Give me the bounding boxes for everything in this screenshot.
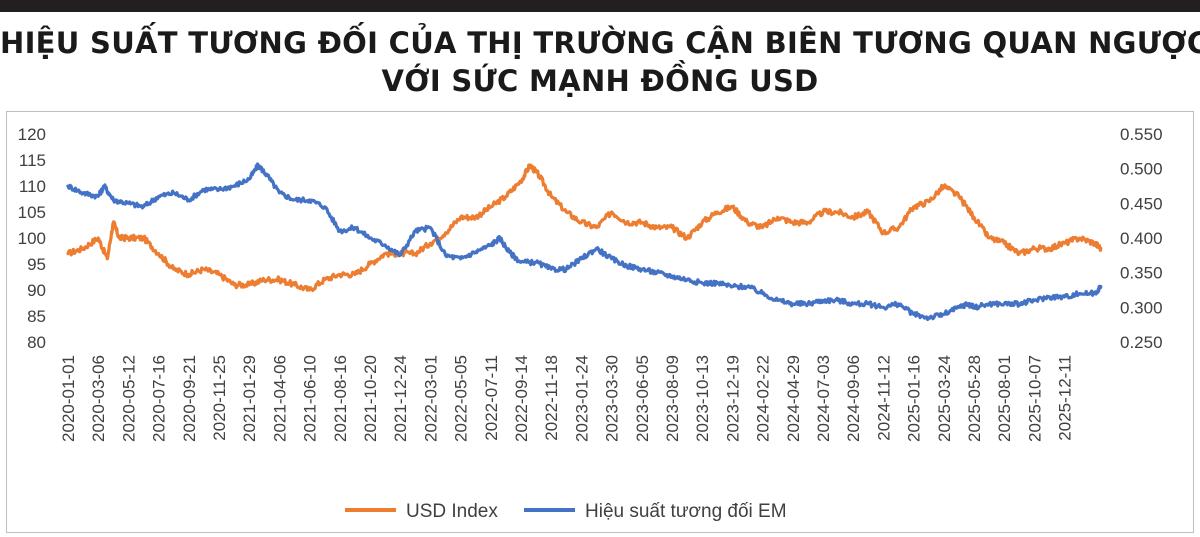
legend-em-relative-performance-label: Hiệu suất tương đối EM <box>585 501 787 522</box>
x-tick-label: 2022-03-01 <box>421 355 440 442</box>
x-tick-label: 2023-06-05 <box>633 355 652 442</box>
x-tick-label: 2025-01-16 <box>905 355 924 442</box>
x-tick-label: 2024-09-06 <box>844 355 863 442</box>
y-left-tick-label: 120 <box>18 125 46 144</box>
series-lines <box>66 162 1103 322</box>
x-tick-label: 2022-11-18 <box>542 355 561 441</box>
x-tick-label: 2023-08-09 <box>663 355 682 442</box>
usd-index-line <box>66 163 1103 292</box>
y-left-tick-label: 95 <box>27 255 46 274</box>
y-left-axis: 120 115 110 105 100 95 90 85 80 <box>18 125 46 352</box>
x-tick-label: 2020-03-06 <box>89 355 108 442</box>
x-tick-label: 2021-06-10 <box>301 355 320 442</box>
x-tick-label: 2020-11-25 <box>210 355 229 441</box>
y-left-tick-label: 85 <box>27 307 46 326</box>
top-bar <box>0 0 1200 12</box>
x-tick-label: 2025-05-28 <box>965 355 984 442</box>
y-left-tick-label: 110 <box>19 177 46 196</box>
x-tick-label: 2025-08-01 <box>995 355 1014 442</box>
y-left-tick-label: 105 <box>18 203 46 222</box>
y-right-tick-label: 0.350 <box>1120 264 1163 283</box>
y-right-tick-label: 0.550 <box>1120 125 1163 144</box>
x-tick-label: 2020-07-16 <box>150 355 169 442</box>
x-tick-label: 2021-04-06 <box>270 355 289 442</box>
x-tick-label: 2020-01-01 <box>59 355 78 442</box>
y-right-tick-label: 0.500 <box>1120 160 1163 179</box>
y-left-tick-label: 100 <box>18 229 46 248</box>
chart-title: HIỆU SUẤT TƯƠNG ĐỐI CỦA THỊ TRƯỜNG CẬN B… <box>0 24 1200 100</box>
legend: USD Index Hiệu suất tương đối EM <box>345 501 787 522</box>
y-right-tick-label: 0.250 <box>1120 333 1163 352</box>
chart-title-line-1: HIỆU SUẤT TƯƠNG ĐỐI CỦA THỊ TRƯỜNG CẬN B… <box>0 26 1200 60</box>
x-tick-label: 2025-12-11 <box>1056 355 1075 441</box>
x-tick-label: 2021-10-20 <box>361 355 380 442</box>
y-left-tick-label: 90 <box>27 281 46 300</box>
legend-usd-index-label: USD Index <box>406 501 498 522</box>
y-right-tick-label: 0.300 <box>1120 298 1163 317</box>
x-tick-label: 2023-10-13 <box>693 355 712 442</box>
em-relative-performance-line <box>66 162 1103 322</box>
x-tick-label: 2021-08-16 <box>331 355 350 442</box>
x-tick-label: 2022-07-11 <box>482 355 501 441</box>
x-tick-label: 2020-09-21 <box>180 355 199 442</box>
y-right-axis: 0.550 0.500 0.450 0.400 0.350 0.300 0.250 <box>1120 125 1163 352</box>
chart-frame <box>6 111 1194 533</box>
x-tick-label: 2024-02-22 <box>754 355 773 442</box>
x-tick-label: 2022-05-05 <box>452 355 471 442</box>
x-tick-label: 2021-01-29 <box>240 355 259 442</box>
y-right-tick-label: 0.400 <box>1120 229 1163 248</box>
y-right-tick-label: 0.450 <box>1120 194 1163 213</box>
x-tick-label: 2023-03-30 <box>603 355 622 442</box>
x-tick-label: 2021-12-24 <box>391 355 410 442</box>
x-tick-label: 2024-04-29 <box>784 355 803 442</box>
y-left-tick-label: 80 <box>27 333 46 352</box>
x-tick-label: 2023-12-19 <box>723 355 742 442</box>
chart-title-line-2: VỚI SỨC MẠNH ĐỒNG USD <box>381 64 819 98</box>
x-tick-label: 2024-07-03 <box>814 355 833 442</box>
x-tick-label: 2025-03-24 <box>935 355 954 442</box>
y-left-tick-label: 115 <box>19 151 46 170</box>
x-tick-label: 2020-05-12 <box>119 355 138 442</box>
x-tick-label: 2023-01-24 <box>572 355 591 442</box>
x-tick-label: 2022-09-14 <box>512 355 531 442</box>
x-tick-label: 2025-10-07 <box>1025 355 1044 442</box>
x-axis: 2020-01-01 2020-03-06 2020-05-12 2020-07-16… <box>59 355 1075 442</box>
x-tick-label: 2024-11-12 <box>874 355 893 441</box>
